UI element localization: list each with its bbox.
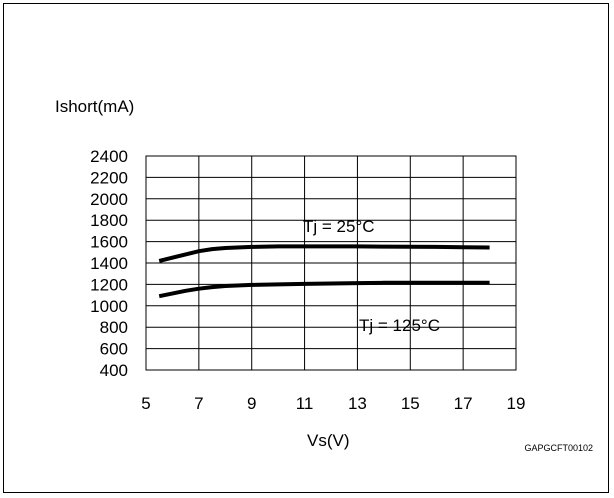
x-tick-19: 19 (507, 394, 526, 413)
y-tick-1800: 1800 (90, 211, 128, 230)
y-tick-1600: 1600 (90, 233, 128, 252)
x-tick-9: 9 (247, 394, 256, 413)
x-tick-11: 11 (296, 394, 314, 413)
y-axis-title: Ishort(mA) (55, 97, 134, 116)
y-tick-800: 800 (100, 318, 128, 337)
annotation-tj-25: Tj = 25°C (303, 217, 375, 236)
x-tick-7: 7 (194, 394, 203, 413)
plot-border (145, 155, 517, 371)
x-axis-title: Vs(V) (307, 431, 350, 450)
x-tick-labels: 5 7 9 11 13 15 17 19 (141, 394, 525, 413)
y-tick-2000: 2000 (90, 190, 128, 209)
series-layer (158, 244, 490, 299)
x-tick-15: 15 (401, 394, 420, 413)
x-tick-17: 17 (454, 394, 473, 413)
grid (146, 156, 516, 370)
y-tick-2200: 2200 (90, 168, 128, 187)
y-tick-2400: 2400 (90, 147, 128, 166)
series-line-1 (158, 280, 490, 299)
y-tick-400: 400 (100, 361, 128, 380)
x-tick-13: 13 (348, 394, 367, 413)
y-tick-1000: 1000 (90, 297, 128, 316)
figure-code: GAPGCFT00102 (524, 443, 593, 453)
x-tick-5: 5 (141, 394, 150, 413)
y-tick-1200: 1200 (90, 275, 128, 294)
y-tick-labels: 400 600 800 1000 1200 1400 1600 1800 2000 2200 240… (90, 147, 128, 380)
y-tick-1400: 1400 (90, 254, 128, 273)
figure-frame (3, 3, 609, 493)
series-line-0 (158, 244, 490, 263)
annotation-tj-125: Tj = 125°C (359, 316, 440, 335)
y-tick-600: 600 (100, 340, 128, 359)
